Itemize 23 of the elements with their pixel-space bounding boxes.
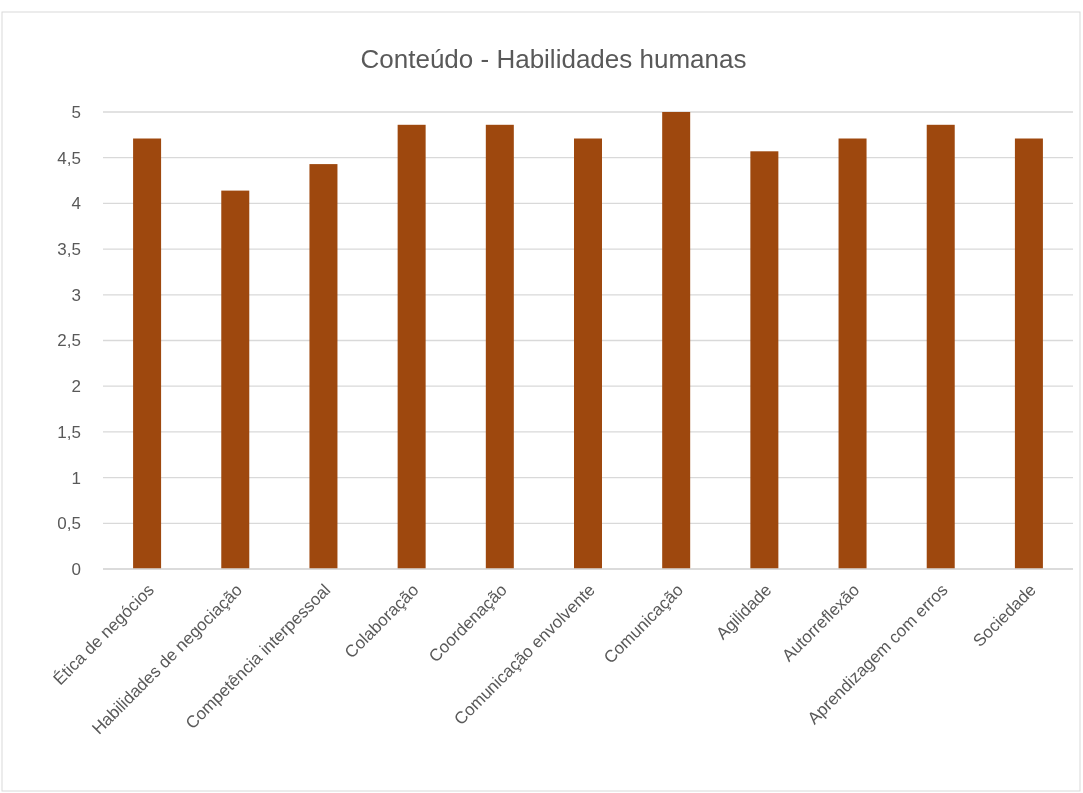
y-tick-label: 3,5: [57, 240, 81, 260]
y-tick-label: 4: [71, 194, 81, 214]
y-tick-label: 1,5: [57, 422, 81, 442]
bar: [1014, 138, 1043, 569]
bar: [662, 112, 691, 569]
bar: [574, 138, 602, 569]
bar: [309, 164, 338, 569]
y-tick-label: 3: [71, 285, 81, 305]
y-tick-label: 0: [71, 559, 81, 579]
y-tick-label: 4,5: [57, 148, 81, 168]
bar: [750, 151, 779, 569]
bar: [485, 124, 514, 569]
y-tick-label: 5: [71, 102, 81, 122]
y-tick-label: 2,5: [57, 331, 81, 351]
bar: [221, 190, 250, 569]
y-tick-label: 1: [71, 468, 81, 488]
chart-title: Conteúdo - Habilidades humanas: [360, 44, 747, 74]
bar: [926, 124, 955, 569]
bar: [838, 138, 867, 569]
bar: [133, 138, 162, 569]
y-tick-label: 0,5: [57, 514, 81, 534]
y-tick-label: 2: [71, 377, 81, 397]
bar: [397, 124, 426, 569]
